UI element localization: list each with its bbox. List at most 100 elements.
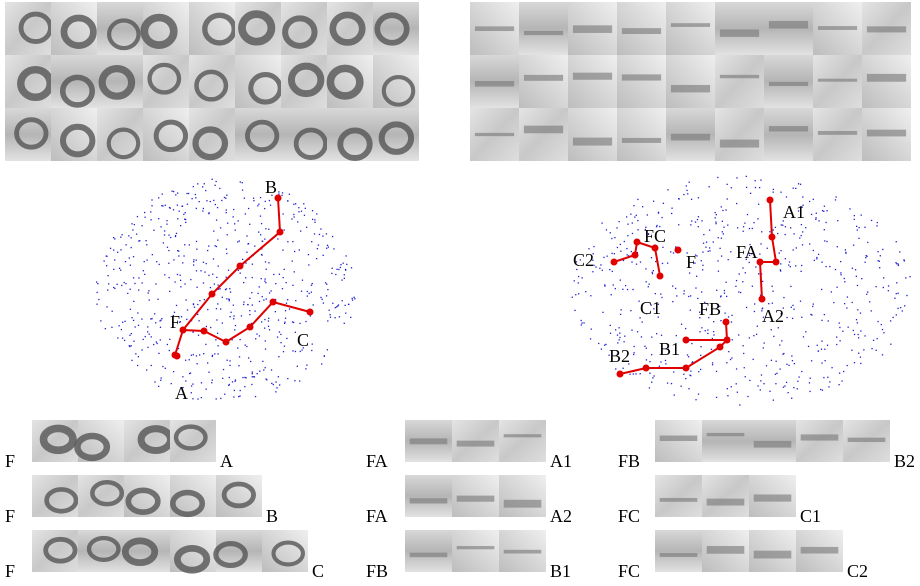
- scatter-point: [899, 251, 901, 253]
- scatter-point: [766, 247, 768, 249]
- scatter-point: [141, 225, 143, 227]
- scatter-point: [755, 266, 757, 268]
- scatter-point: [631, 222, 633, 224]
- scatter-point: [611, 270, 613, 273]
- scatter-point: [298, 207, 300, 209]
- scatter-point: [658, 365, 661, 367]
- scatter-point: [815, 212, 817, 214]
- image-patch: [568, 108, 617, 161]
- scatter-point: [226, 298, 228, 300]
- scatter-point: [294, 331, 296, 333]
- scatter-point: [306, 364, 308, 366]
- path-node: [269, 298, 277, 306]
- scatter-point: [214, 184, 216, 186]
- scatter-point: [840, 260, 842, 263]
- scatter-point: [666, 262, 669, 264]
- scatter-point: [327, 246, 330, 248]
- scatter-point: [301, 349, 303, 351]
- scatter-point: [202, 210, 204, 212]
- scatter-point: [722, 233, 724, 235]
- scatter-point: [807, 345, 810, 348]
- scatter-point: [316, 248, 319, 250]
- scatter-point: [744, 222, 746, 224]
- scatter-point: [864, 261, 866, 263]
- scatter-point: [190, 278, 192, 281]
- patch-stroke: [378, 121, 415, 155]
- scatter-point: [154, 313, 156, 315]
- patch-stroke: [456, 546, 495, 550]
- scatter-point: [345, 255, 347, 257]
- scatter-point: [827, 376, 829, 378]
- scatter-point: [675, 334, 677, 337]
- scatter-point: [610, 294, 612, 296]
- scatter-point: [697, 393, 700, 395]
- scatter-point: [791, 397, 793, 399]
- scatter-point: [738, 334, 740, 336]
- scatter-point: [209, 200, 211, 203]
- scatter-point: [717, 260, 719, 262]
- scatter-point: [829, 265, 831, 268]
- scatter-point: [735, 368, 738, 370]
- scatter-point: [656, 224, 658, 227]
- patch-stroke: [523, 125, 564, 134]
- image-patch: [655, 475, 702, 517]
- scatter-point: [844, 249, 847, 251]
- sequence-end: C1: [800, 506, 821, 526]
- scatter-point: [839, 326, 841, 329]
- scatter-point: [743, 352, 745, 355]
- scatter-point: [619, 313, 622, 316]
- patch-stroke: [670, 84, 711, 93]
- point-label: B: [265, 177, 277, 197]
- patch-stroke: [719, 29, 760, 37]
- scatter-point: [611, 252, 613, 255]
- scatter-point: [237, 220, 239, 222]
- image-patch: [405, 530, 452, 572]
- scatter-point: [156, 261, 158, 263]
- scatter-point: [244, 376, 246, 379]
- scatter-point: [701, 220, 703, 222]
- scatter-point: [293, 216, 295, 218]
- trajectory-c: [182, 300, 311, 344]
- scatter-point: [581, 277, 583, 279]
- scatter-point: [168, 249, 170, 252]
- scatter-point: [229, 315, 231, 318]
- scatter-point: [617, 342, 619, 344]
- scatter-point: [142, 270, 145, 272]
- scatter-point: [195, 259, 197, 261]
- scatter-point: [791, 317, 794, 320]
- scatter-point: [592, 271, 594, 273]
- scatter-point: [178, 321, 181, 323]
- scatter-point: [173, 311, 176, 313]
- scatter-point: [109, 247, 112, 250]
- scatter-point: [179, 274, 181, 276]
- scatter-point: [897, 264, 900, 267]
- scatter-point: [775, 383, 777, 385]
- scatter-point: [217, 284, 219, 286]
- scatter-point: [226, 234, 228, 236]
- scatter-point: [226, 252, 228, 255]
- patch-stroke: [456, 440, 495, 447]
- scatter-point: [159, 326, 162, 328]
- scatter-point: [211, 382, 213, 384]
- scatter-point: [334, 307, 336, 309]
- scatter-point: [729, 358, 732, 361]
- scatter-point: [245, 277, 247, 279]
- image-patch: [764, 108, 813, 161]
- scatter-point: [726, 388, 728, 390]
- scatter-point: [897, 292, 899, 294]
- scatter-point: [636, 331, 639, 333]
- scatter-point: [347, 303, 350, 306]
- scatter-point: [276, 387, 278, 389]
- scatter-point: [283, 322, 286, 325]
- scatter-point: [672, 285, 674, 287]
- scatter-point: [222, 377, 224, 380]
- scatter-point: [774, 373, 777, 376]
- scatter-point: [287, 241, 289, 243]
- scatter-point: [174, 235, 177, 238]
- scatter-point: [860, 330, 862, 332]
- scatter-point: [321, 363, 323, 365]
- scatter-point: [573, 280, 575, 282]
- scatter-point: [175, 232, 178, 235]
- scatter-point: [311, 241, 313, 243]
- scatter-point: [260, 222, 263, 225]
